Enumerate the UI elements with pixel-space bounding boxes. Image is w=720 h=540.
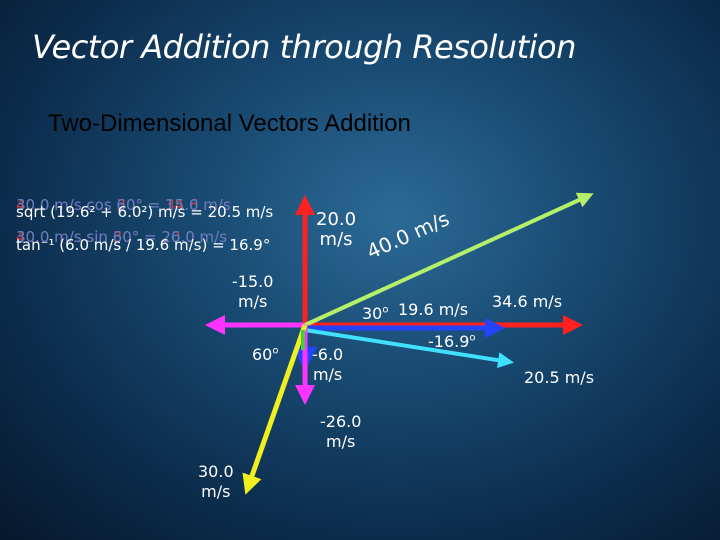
slide-subtitle: Two-Dimensional Vectors Addition: [48, 110, 411, 137]
calc-overlap-blue-1: 30.0 m/s cos 60° = 15.0 m/s: [16, 196, 231, 214]
label-angle-30: 30o: [362, 304, 389, 323]
calc-overlap-red-2: 40.0 m/s sin 30° = 20.0 m/s: [16, 228, 228, 246]
calc-overlap-blue-2: 30.0 m/s sin 60° = 26.0 m/s: [16, 228, 228, 246]
label-y-sum: -6.0 m/s: [312, 345, 344, 384]
resultant-arrow: [304, 328, 514, 369]
label-x-component-30: -15.0 m/s: [232, 272, 274, 311]
label-y-component-30: -26.0 m/s: [320, 412, 362, 451]
label-y-component-40: 20.0 m/s: [316, 209, 357, 250]
vector-40-arrow: [304, 192, 594, 327]
label-resultant-angle: -16.9o: [428, 332, 476, 351]
label-resultant: 20.5 m/s: [524, 368, 595, 387]
calc-resultant-magnitude: sqrt (19.6² + 6.0²) m/s = 20.5 m/s: [16, 203, 274, 221]
calc-resultant-angle: tan⁻¹ (6.0 m/s / 19.6 m/s) = 16.9°: [16, 236, 271, 254]
calc-overlap-red-1: 40.0 m/s cos 30° = 34.6 m/s: [16, 196, 231, 214]
label-x-sum: 19.6 m/s: [398, 300, 469, 319]
label-angle-60: 60o: [252, 345, 279, 364]
slide-title: Vector Addition through Resolution: [32, 28, 576, 66]
label-vector-30: 30.0 m/s: [198, 462, 234, 501]
label-x-component-40: 34.6 m/s: [492, 292, 563, 311]
vector-30-arrow: [242, 324, 308, 495]
